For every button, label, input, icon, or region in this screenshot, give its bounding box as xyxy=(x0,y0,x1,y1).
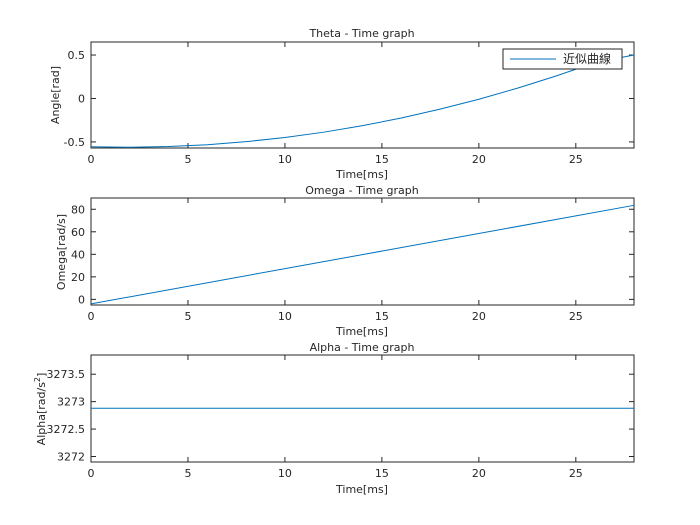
alpha-title: Alpha - Time graph xyxy=(310,341,415,354)
alpha-subplot: Alpha - Time graph 0 5 10 15 20 25 3272 3272.5 3… xyxy=(33,341,635,496)
alpha-xtick-label: 10 xyxy=(278,467,292,480)
omega-xtick-label: 25 xyxy=(569,310,583,323)
omega-tick-labels: 0 5 10 15 20 25 0 20 40 60 80 xyxy=(71,203,583,323)
alpha-xtick-label: 0 xyxy=(88,467,95,480)
omega-xtick-label: 10 xyxy=(278,310,292,323)
alpha-ytick-label: 3273.5 xyxy=(47,368,86,381)
alpha-xtick-label: 5 xyxy=(184,467,191,480)
omega-title: Omega - Time graph xyxy=(305,184,418,197)
alpha-xtick-label: 15 xyxy=(375,467,389,480)
theta-ylabel: Angle[rad] xyxy=(49,66,62,124)
theta-ytick-label: 0.5 xyxy=(68,49,86,62)
alpha-ylabel-end: ] xyxy=(35,373,48,377)
alpha-xtick-label: 25 xyxy=(569,467,583,480)
theta-xtick-label: 5 xyxy=(184,153,191,166)
alpha-ylabel-main: Alpha[rad/s xyxy=(35,382,48,446)
omega-xtick-label: 0 xyxy=(88,310,95,323)
theta-ytick-label: 0 xyxy=(78,92,85,105)
omega-xtick-label: 20 xyxy=(472,310,486,323)
alpha-ylabel-sup: 2 xyxy=(33,377,42,382)
alpha-ytick-label: 3272.5 xyxy=(47,423,86,436)
alpha-ticks xyxy=(90,355,634,462)
omega-series-line xyxy=(90,204,635,305)
omega-xtick-label: 5 xyxy=(184,310,191,323)
theta-series-line xyxy=(90,54,635,148)
omega-ytick-label: 80 xyxy=(71,203,85,216)
theta-xlabel: Time[ms] xyxy=(335,168,388,181)
omega-ytick-label: 60 xyxy=(71,226,85,239)
theta-subplot: Theta - Time graph 0 5 10 15 20 25-0.500.5 Ti… xyxy=(49,27,635,181)
alpha-tick-labels: 0 5 10 15 20 25 3272 3272.5 3273 3273.5 xyxy=(47,368,583,480)
omega-subplot: Omega - Time graph 0 5 10 15 20 25 0 20 40 60 80 T… xyxy=(55,184,635,338)
alpha-xlabel: Time[ms] xyxy=(335,483,388,496)
alpha-ytick-label: 3273 xyxy=(57,396,85,409)
omega-ytick-label: 0 xyxy=(78,293,85,306)
theta-xtick-label: 25 xyxy=(569,153,583,166)
theta-xtick-label: 0 xyxy=(88,153,95,166)
theta-legend: 近似曲線 xyxy=(502,48,623,70)
omega-xtick-label: 15 xyxy=(375,310,389,323)
omega-ytick-label: 40 xyxy=(71,248,85,261)
theta-title: Theta - Time graph xyxy=(308,27,414,40)
alpha-ylabel: Alpha[rad/s2] xyxy=(33,373,48,446)
omega-ticks xyxy=(90,198,634,305)
omega-ylabel: Omega[rad/s] xyxy=(55,214,68,290)
legend-box xyxy=(502,48,623,70)
theta-tick-labels: 0 5 10 15 20 25-0.500.5 xyxy=(64,49,583,166)
omega-ytick-label: 20 xyxy=(71,271,85,284)
alpha-ytick-label: 3272 xyxy=(57,451,85,464)
theta-xtick-label: 10 xyxy=(278,153,292,166)
omega-xlabel: Time[ms] xyxy=(335,325,388,338)
theta-xtick-label: 20 xyxy=(472,153,486,166)
theta-xtick-label: 15 xyxy=(375,153,389,166)
theta-ytick-label: -0.5 xyxy=(64,136,85,149)
legend-label: 近似曲線 xyxy=(563,51,611,66)
alpha-xtick-label: 20 xyxy=(472,467,486,480)
